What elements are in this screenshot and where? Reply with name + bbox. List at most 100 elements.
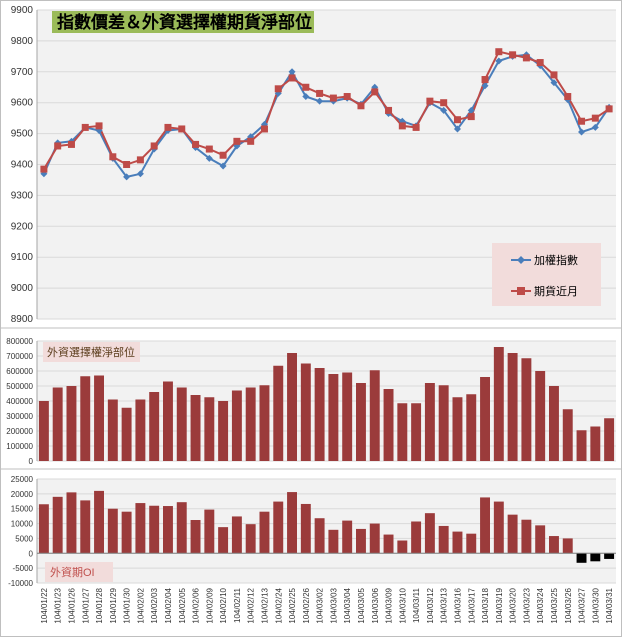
- oi-bar: [259, 511, 270, 554]
- futures-point: [371, 88, 379, 96]
- legend: 加權指數 期貨近月: [492, 243, 601, 306]
- futures-point: [509, 51, 517, 59]
- y-tick-label: 700000: [6, 352, 33, 361]
- options-bar: [190, 395, 201, 461]
- oi-bar: [121, 511, 132, 554]
- futures-point: [164, 123, 172, 131]
- options-bar: [149, 392, 160, 461]
- x-tick-label: 104/03/03: [329, 587, 338, 623]
- index-point: [591, 123, 599, 131]
- oi-bar: [218, 527, 229, 554]
- x-tick-label: 104/03/20: [509, 587, 518, 623]
- index-point: [578, 128, 586, 136]
- y-tick-label: 300000: [6, 412, 33, 421]
- futures-point: [385, 106, 393, 114]
- options-bar: [52, 387, 63, 461]
- oi-bar: [135, 503, 146, 554]
- futures-point: [536, 59, 544, 67]
- x-tick-label: 104/02/24: [274, 587, 283, 623]
- y-tick-label: 10000: [11, 520, 34, 529]
- x-tick-label: 104/02/26: [302, 587, 311, 623]
- oi-bar: [52, 496, 63, 554]
- futures-point: [329, 94, 337, 102]
- options-bar: [328, 374, 339, 461]
- x-tick-label: 104/03/11: [412, 587, 421, 623]
- oi-bar: [369, 523, 380, 554]
- futures-point: [453, 116, 461, 124]
- oi-bar: [438, 525, 449, 554]
- oi-negative-bar: [604, 553, 615, 559]
- oi-chart-title: 外資期OI: [50, 566, 95, 579]
- oi-bar: [107, 508, 118, 554]
- futures-point: [550, 71, 558, 79]
- y-tick-label: 9600: [11, 98, 34, 109]
- index-point: [481, 82, 489, 90]
- options-bar: [507, 353, 518, 461]
- options-bar: [314, 368, 325, 461]
- oi-bar: [424, 513, 435, 554]
- index-point: [95, 127, 103, 135]
- x-tick-label: 104/03/05: [357, 587, 366, 623]
- y-tick-label: 0: [29, 549, 34, 558]
- oi-bar: [300, 503, 311, 554]
- x-tick-label: 104/01/29: [109, 587, 118, 623]
- oi-bar: [397, 540, 408, 554]
- oi-bar: [383, 534, 394, 554]
- x-tick-label: 104/01/26: [67, 587, 76, 623]
- index-point: [288, 68, 296, 76]
- oi-bar: [549, 536, 559, 554]
- y-tick-label: 0: [29, 457, 34, 466]
- index-point: [316, 97, 324, 105]
- oi-bar: [342, 520, 353, 554]
- futures-point: [412, 123, 420, 131]
- x-tick-label: 104/03/12: [426, 587, 435, 623]
- futures-point: [426, 97, 434, 105]
- futures-point: [316, 89, 324, 97]
- options-chart-title: 外資選擇權淨部位: [47, 345, 135, 359]
- options-bar: [245, 387, 256, 461]
- y-tick-label: 9100: [11, 252, 34, 263]
- options-bar: [107, 399, 118, 461]
- y-tick-label: 9000: [11, 283, 34, 294]
- x-tick-label: 104/03/19: [495, 587, 504, 623]
- chart-title-box: [52, 11, 314, 33]
- x-tick-label: 104/01/30: [123, 587, 132, 623]
- x-tick-label: 104/02/06: [192, 587, 201, 623]
- oi-bar: [273, 501, 284, 554]
- futures-point: [136, 156, 144, 164]
- x-tick-label: 104/01/22: [40, 587, 49, 623]
- oi-bar: [163, 506, 173, 554]
- x-tick-label: 104/03/18: [481, 587, 490, 623]
- futures-point: [67, 140, 75, 148]
- oi-bar: [190, 520, 201, 554]
- y-tick-label: 9400: [11, 160, 34, 171]
- x-tick-label: 104/02/09: [205, 587, 214, 623]
- futures-point: [54, 142, 62, 150]
- legend-box: [492, 243, 601, 306]
- oi-bar: [452, 531, 463, 554]
- y-tick-label: 9200: [11, 221, 34, 232]
- index-point: [440, 106, 448, 114]
- futures-point: [109, 153, 117, 161]
- options-bar: [176, 387, 187, 461]
- x-tick-label: 104/03/24: [536, 587, 545, 623]
- x-tick-label: 104/02/10: [219, 587, 228, 623]
- futures-point: [481, 76, 489, 84]
- oi-bar: [521, 519, 532, 554]
- x-tick-label: 104/03/25: [550, 587, 559, 623]
- x-tick-label: 104/02/02: [136, 587, 145, 623]
- x-tick-label: 104/02/11: [233, 587, 242, 623]
- options-bar: [576, 430, 587, 461]
- x-tick-label: 104/03/04: [343, 587, 352, 623]
- y-tick-label: 25000: [11, 475, 34, 484]
- oi-bar: [66, 492, 77, 554]
- oi-bar: [507, 514, 518, 554]
- x-tick-label: 104/03/31: [605, 587, 614, 623]
- futures-point: [233, 137, 241, 145]
- index-point: [550, 79, 558, 87]
- oi-negative-bar: [590, 553, 601, 562]
- y-tick-label: 15000: [11, 505, 34, 514]
- futures-point: [178, 125, 186, 133]
